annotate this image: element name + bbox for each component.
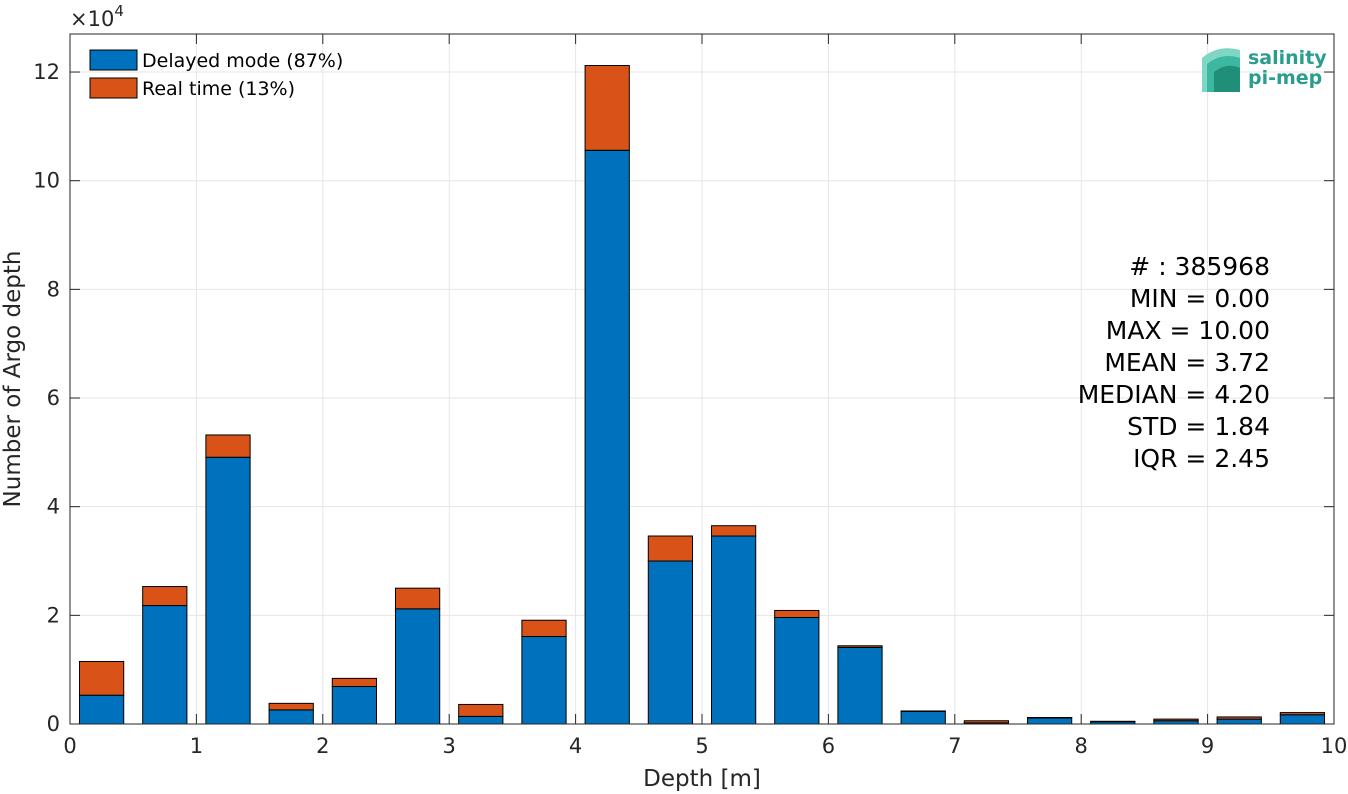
bar-delayed-mode: [900, 711, 946, 725]
bar-real-time: [1153, 718, 1199, 722]
bar-real-time: [774, 609, 820, 619]
bar-real-time: [584, 65, 630, 151]
stats-line: IQR = 2.45: [1133, 444, 1270, 473]
stats-line: # : 385968: [1129, 252, 1270, 281]
bars: [78, 65, 1326, 725]
bar-real-time: [205, 434, 251, 458]
bar-real-time: [458, 703, 504, 717]
wave-logo-icon: [1202, 48, 1240, 92]
bar-delayed-mode: [205, 456, 251, 725]
legend-swatch-realtime: [89, 77, 138, 99]
salinity-pi-mep-logo: salinity pi-mep: [1202, 47, 1327, 92]
bar-delayed-mode: [78, 694, 125, 725]
bar-delayed-mode: [584, 149, 630, 725]
legend-swatch-delayed: [89, 49, 138, 71]
bar-delayed-mode: [774, 617, 820, 725]
x-tick-label: 3: [443, 734, 456, 758]
bar-delayed-mode: [837, 646, 883, 725]
bar-real-time: [710, 525, 757, 537]
x-axis-label: Depth [m]: [643, 766, 761, 792]
x-tick-label: 4: [569, 734, 582, 758]
bar-delayed-mode: [1279, 714, 1326, 725]
x-tick-label: 0: [63, 734, 76, 758]
bar-real-time: [78, 661, 125, 696]
stats-line: STD = 1.84: [1127, 412, 1270, 441]
bar-real-time: [1026, 716, 1073, 719]
y-tick-label: 12: [33, 60, 60, 84]
bar-real-time: [394, 587, 441, 610]
bar-delayed-mode: [710, 535, 757, 725]
x-tick-label: 8: [1075, 734, 1088, 758]
legend-label-realtime: Real time (13%): [142, 78, 295, 100]
y-exponent-label: ×104: [70, 2, 124, 31]
stats-line: MEAN = 3.72: [1104, 348, 1270, 377]
bar-delayed-mode: [458, 715, 504, 725]
y-tick-label: 4: [47, 495, 60, 519]
logo-text-pi-mep: pi-mep: [1248, 67, 1322, 89]
bar-real-time: [521, 619, 567, 638]
x-tick-label: 7: [948, 734, 961, 758]
bar-delayed-mode: [1026, 717, 1073, 725]
bar-real-time: [331, 677, 378, 688]
bar-delayed-mode: [394, 608, 441, 725]
bar-delayed-mode: [268, 709, 314, 725]
bar-delayed-mode: [521, 636, 567, 725]
y-tick-label: 10: [33, 169, 60, 193]
stats-box: # : 385968 MIN = 0.00 MAX = 10.00 MEAN = 3.…: [1078, 252, 1270, 473]
x-tick-label: 2: [316, 734, 329, 758]
bar-delayed-mode: [331, 686, 378, 725]
logo-text-salinity: salinity: [1248, 47, 1327, 69]
x-tick-label: 10: [1321, 734, 1348, 758]
stats-line: MIN = 0.00: [1130, 284, 1270, 313]
bar-real-time: [647, 535, 694, 562]
stats-line: MEDIAN = 4.20: [1078, 380, 1270, 409]
x-tick-label: 5: [695, 734, 708, 758]
bar-delayed-mode: [647, 560, 694, 725]
y-tick-label: 6: [47, 386, 60, 410]
bar-real-time: [1216, 716, 1262, 720]
y-tick-label: 2: [47, 603, 60, 627]
bar-real-time: [900, 710, 946, 713]
bar-real-time: [142, 586, 188, 607]
y-axis-label: Number of Argo depth: [0, 251, 26, 508]
x-tick-label: 9: [1201, 734, 1214, 758]
bar-real-time: [268, 702, 314, 711]
stats-line: MAX = 10.00: [1106, 316, 1270, 345]
grid-lines: [69, 34, 1335, 725]
x-tick-label: 1: [190, 734, 203, 758]
y-tick-label: 8: [47, 277, 60, 301]
bar-real-time: [963, 720, 1010, 724]
legend: Delayed mode (87%) Real time (13%): [89, 49, 343, 100]
bar-real-time: [1090, 720, 1136, 723]
legend-label-delayed: Delayed mode (87%): [142, 50, 343, 72]
bar-delayed-mode: [142, 605, 188, 725]
x-tick-label: 6: [822, 734, 835, 758]
bar-real-time: [837, 645, 883, 648]
bar-real-time: [1279, 712, 1326, 716]
bar-delayed-mode: [1216, 718, 1262, 725]
y-tick-label: 0: [47, 712, 60, 736]
